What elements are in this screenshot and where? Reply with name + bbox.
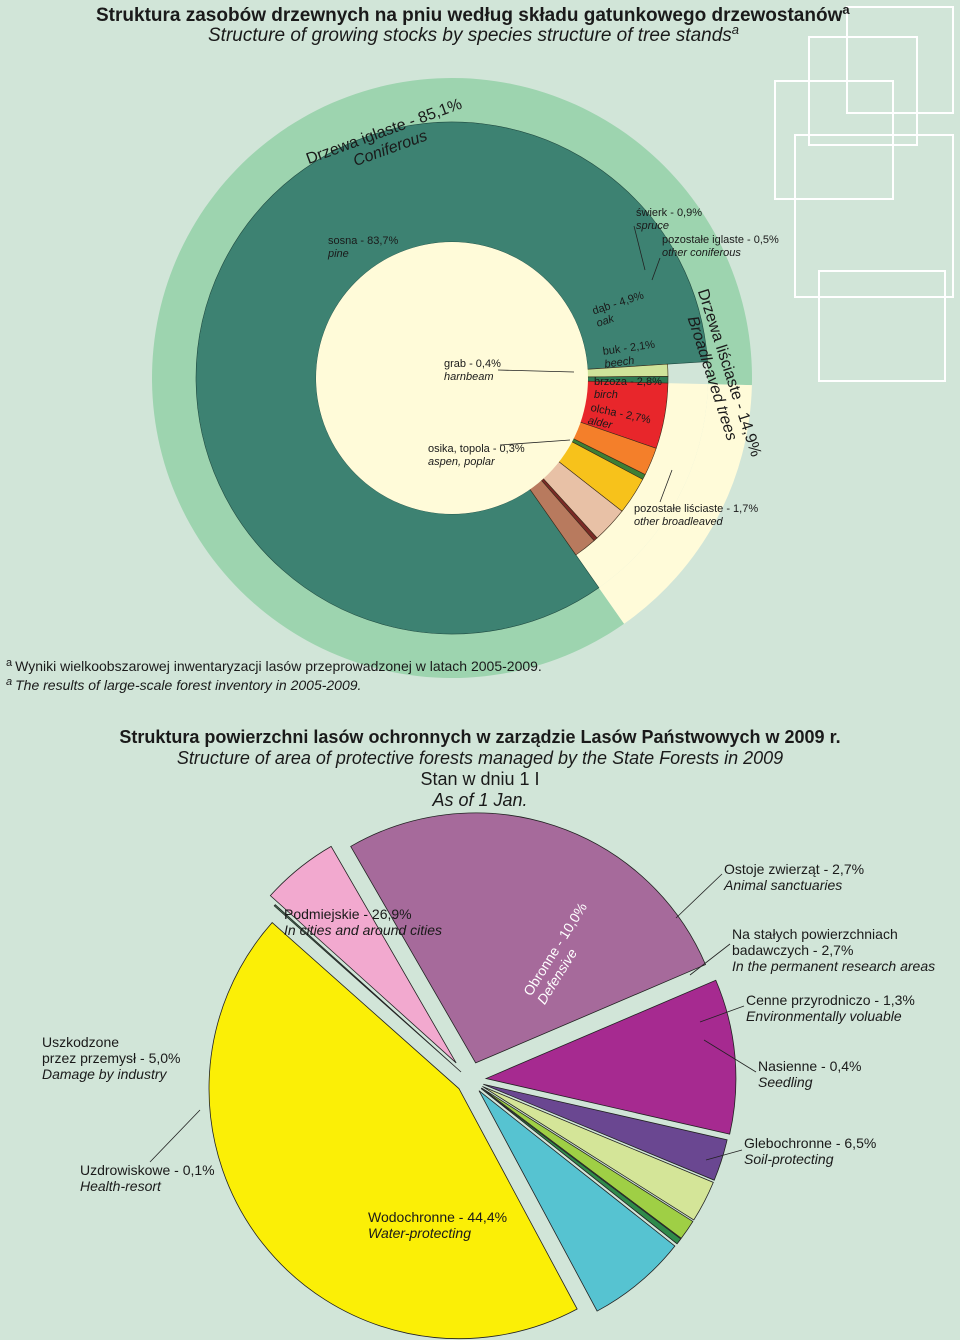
decorative-square	[794, 134, 954, 298]
donut-hole	[316, 242, 588, 514]
bottom-chart-date-en: As of 1 Jan.	[432, 790, 528, 810]
label-suburban: Podmiejskie - 26,9% In cities and around …	[284, 906, 442, 938]
slice-water-protecting	[208, 921, 578, 1340]
label-spruce: świerk - 0,9% spruce	[636, 207, 703, 232]
leader-line	[699, 1005, 745, 1023]
label-other-broadleaved: pozostałe liściaste - 1,7% other broadlea…	[634, 503, 759, 528]
label-health-resort: Uzdrowiskowe - 0,1% Health-resort	[80, 1162, 215, 1194]
leader-line	[689, 943, 731, 976]
decorative-square	[818, 270, 946, 382]
label-damage-by-industry: Uszkodzone przez przemysł - 5,0% Damage by…	[42, 1034, 181, 1082]
slice-damage-by-industry	[269, 845, 457, 1064]
top-chart-subtitle: Structure of growing stocks by species s…	[208, 22, 740, 46]
label-hornbeam: grab - 0,4% harnbeam	[444, 358, 501, 383]
footnote-pl: a Wyniki wielkoobszarowej inwentaryzacji …	[6, 657, 542, 674]
label-soil-protecting: Glebochronne - 6,5% Soil-protecting	[744, 1135, 877, 1167]
slice-animal-sanctuaries	[483, 1083, 728, 1181]
leader-line	[659, 469, 673, 503]
bottom-chart-title: Struktura powierzchni lasów ochronnych w…	[119, 727, 841, 747]
label-pine: sosna - 83,7% pine	[328, 235, 399, 260]
slice-in-cities-and-around-cities	[350, 812, 707, 1064]
decorative-square	[808, 36, 918, 146]
leader-line	[633, 225, 646, 271]
label-research-areas: Na stałych powierzchniach badawczych - 2,…	[732, 926, 936, 974]
decorative-square	[846, 6, 954, 114]
footnote-en: a The results of large-scale forest inven…	[6, 676, 362, 693]
group-band-broadleaved-trees	[598, 384, 752, 624]
slice-in-the-permanent-research-areas	[482, 1086, 714, 1221]
top-chart-title: Struktura zasobów drzewnych na pniu wedł…	[96, 2, 850, 26]
label-animal-sanctuaries: Ostoje zwierząt - 2,7% Animal sanctuaries	[724, 861, 865, 893]
slice-health-resort	[273, 904, 462, 1073]
leader-line	[499, 439, 571, 446]
slice-defensive	[484, 979, 737, 1135]
slice-environmentally-voluable	[481, 1087, 694, 1239]
label-water-protecting: Wodochronne - 44,4% Water-protecting	[368, 1209, 508, 1241]
leader-line	[149, 1109, 201, 1163]
decorative-square	[774, 80, 894, 200]
label-environmentally-valuable: Cenne przyrodniczo - 1,3% Environmentally…	[746, 992, 915, 1024]
bottom-chart-date: Stan w dniu 1 I	[420, 769, 540, 789]
leader-line	[703, 1039, 757, 1073]
label-other-coniferous: pozostałe iglaste - 0,5% other coniferous	[662, 234, 779, 259]
label-seedling: Nasienne - 0,4% Seedling	[758, 1058, 862, 1090]
leader-line	[497, 369, 575, 373]
pie-chart	[149, 812, 757, 1340]
slice-soil-protecting	[478, 1090, 676, 1312]
donut-chart	[151, 78, 752, 679]
label-aspen-poplar: osika, topola - 0,3% aspen, poplar	[428, 443, 525, 468]
label-birch: brzoza - 2,8% birch	[594, 376, 662, 401]
bottom-chart-subtitle: Structure of area of protective forests …	[176, 748, 784, 768]
leader-line	[651, 257, 661, 281]
slice-seedling	[480, 1088, 682, 1245]
leader-line	[705, 1149, 743, 1161]
leader-line	[675, 873, 723, 919]
